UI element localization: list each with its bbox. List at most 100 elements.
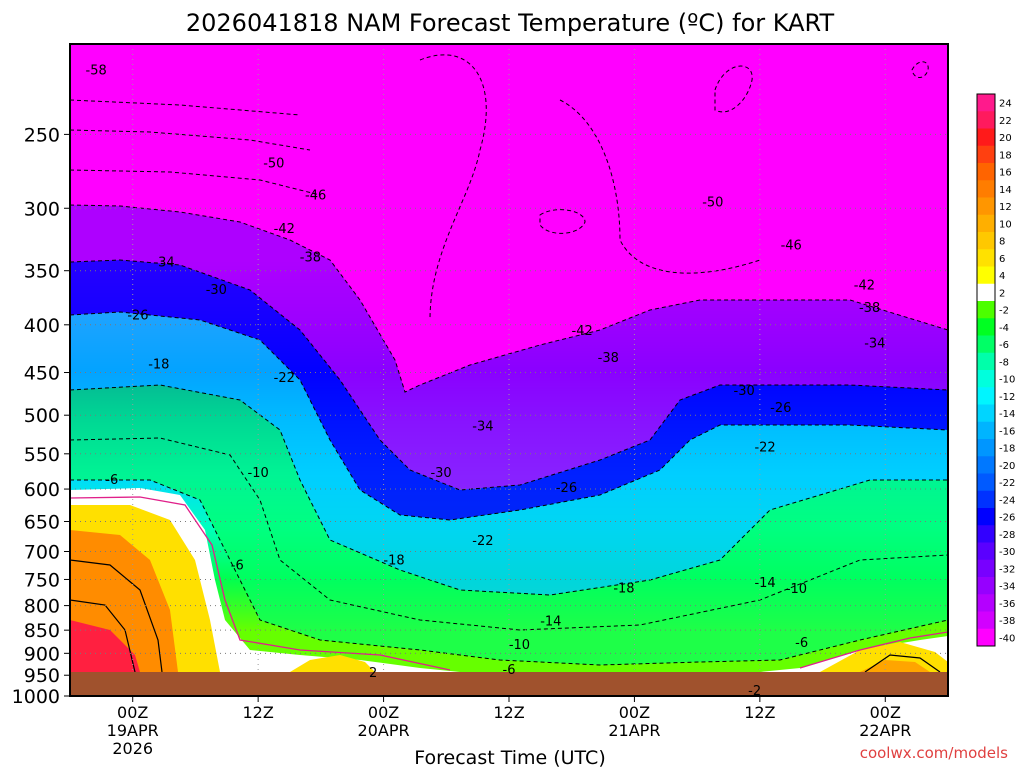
colorbar-swatch [977,559,995,578]
y-tick-label: 650 [24,511,60,533]
contour-label: -46 [305,189,326,204]
contour-label: -46 [781,238,802,253]
colorbar-swatch [977,163,995,181]
colorbar-swatch [977,197,995,216]
colorbar: 24 22 20 18 16 14 12 10 8 6 4 2 -2 -4 -6 -8 -10 -12 -14 -16… [976,93,1015,647]
svg-text:-50: -50 [702,195,723,210]
colorbar-swatch [977,111,995,129]
contour-label: -34 [864,337,885,352]
contour-label: -6 [105,473,118,488]
colorbar-swatch [977,266,995,285]
svg-text:-46: -46 [781,238,802,253]
colorbar-swatch [977,404,995,423]
svg-text:-38: -38 [859,301,880,316]
colorbar-label: 4 [999,271,1005,282]
svg-text:-6: -6 [231,559,244,574]
temperature-field [70,44,948,696]
contour-label: -38 [859,301,880,316]
x-tick-label: 12Z [493,703,524,722]
contour-label: -6 [231,559,244,574]
y-tick-label: 900 [24,643,60,665]
y-tick-label: 550 [24,444,60,466]
contour-label: -26 [127,309,148,324]
colorbar-label: -6 [999,340,1009,351]
colorbar-label: 6 [999,254,1005,265]
contour-label: -22 [274,371,295,386]
y-tick-label: 500 [24,405,60,427]
y-tick-label: 600 [24,479,60,501]
colorbar-label: -4 [999,323,1009,334]
svg-text:-2: -2 [748,684,761,699]
contour-label: -30 [430,466,451,481]
colorbar-swatch [977,421,995,440]
colorbar-label: -10 [999,375,1015,386]
purple-band [70,205,948,490]
contour-label: -38 [598,351,619,366]
contour-label: -14 [754,576,775,591]
x-tick-label: 00Z [870,703,901,722]
x-tick-label: 20APR [358,721,410,740]
svg-text:-38: -38 [300,251,321,266]
colorbar-swatch [977,594,995,612]
svg-text:-26: -26 [556,481,577,496]
colorbar-swatch [977,628,995,647]
svg-text:-10: -10 [248,466,269,481]
contour-label: -14 [540,615,561,630]
colorbar-swatch [977,214,995,233]
svg-text:-34: -34 [864,337,885,352]
colorbar-label: -34 [999,582,1015,593]
colorbar-label: 12 [999,202,1012,213]
svg-text:-46: -46 [305,189,326,204]
x-axis-label: Forecast Time (UTC) [414,747,605,768]
x-tick-label: 12Z [744,703,775,722]
colorbar-swatch [977,439,995,457]
contour-label: -42 [274,222,295,237]
colorbar-swatch [977,456,995,474]
colorbar-label: -12 [999,392,1015,403]
svg-text:-18: -18 [383,554,404,569]
x-tick-label: 19APR [107,721,159,740]
svg-text:-34: -34 [472,420,493,435]
y-tick-label: 850 [24,620,60,642]
colorbar-swatch [977,335,995,354]
svg-text:-18: -18 [613,581,634,596]
contour-label: -30 [206,283,227,298]
colorbar-label: -40 [999,633,1015,644]
svg-text:-22: -22 [274,371,295,386]
contour-label: 2 [369,666,377,681]
x-tick-label: 00Z [117,703,148,722]
colorbar-frame [976,93,996,647]
colorbar-label: -18 [999,444,1015,455]
x-tick-label: 12Z [242,703,273,722]
colorbar-label: 14 [999,185,1012,196]
colorbar-label: -20 [999,461,1015,472]
x-tick-label: 2026 [112,739,153,758]
svg-text:-50: -50 [263,157,284,172]
cyan-band [70,312,948,595]
colorbar-label: -2 [999,306,1009,317]
colorbar-label: -26 [999,513,1015,524]
colorbar-swatch [977,249,995,267]
colorbar-swatch [977,508,995,526]
contour-label: -22 [472,534,493,549]
colorbar-label: 16 [999,168,1012,179]
svg-text:-38: -38 [598,351,619,366]
svg-text:-30: -30 [206,283,227,298]
colorbar-swatch [977,542,995,561]
x-tick-label: 00Z [619,703,650,722]
contour-label: -34 [153,255,174,270]
y-tick-label: 250 [24,124,60,146]
svg-text:-26: -26 [127,309,148,324]
colorbar-label: -38 [999,616,1015,627]
colorbar-label: -28 [999,530,1015,541]
svg-text:-22: -22 [754,440,775,455]
colorbar-swatch [977,387,995,405]
colorbar-label: 10 [999,219,1012,230]
svg-text:-26: -26 [770,401,791,416]
svg-text:-14: -14 [540,615,561,630]
blue-band [70,260,948,520]
colorbar-swatch [977,94,995,112]
svg-text:-42: -42 [274,222,295,237]
